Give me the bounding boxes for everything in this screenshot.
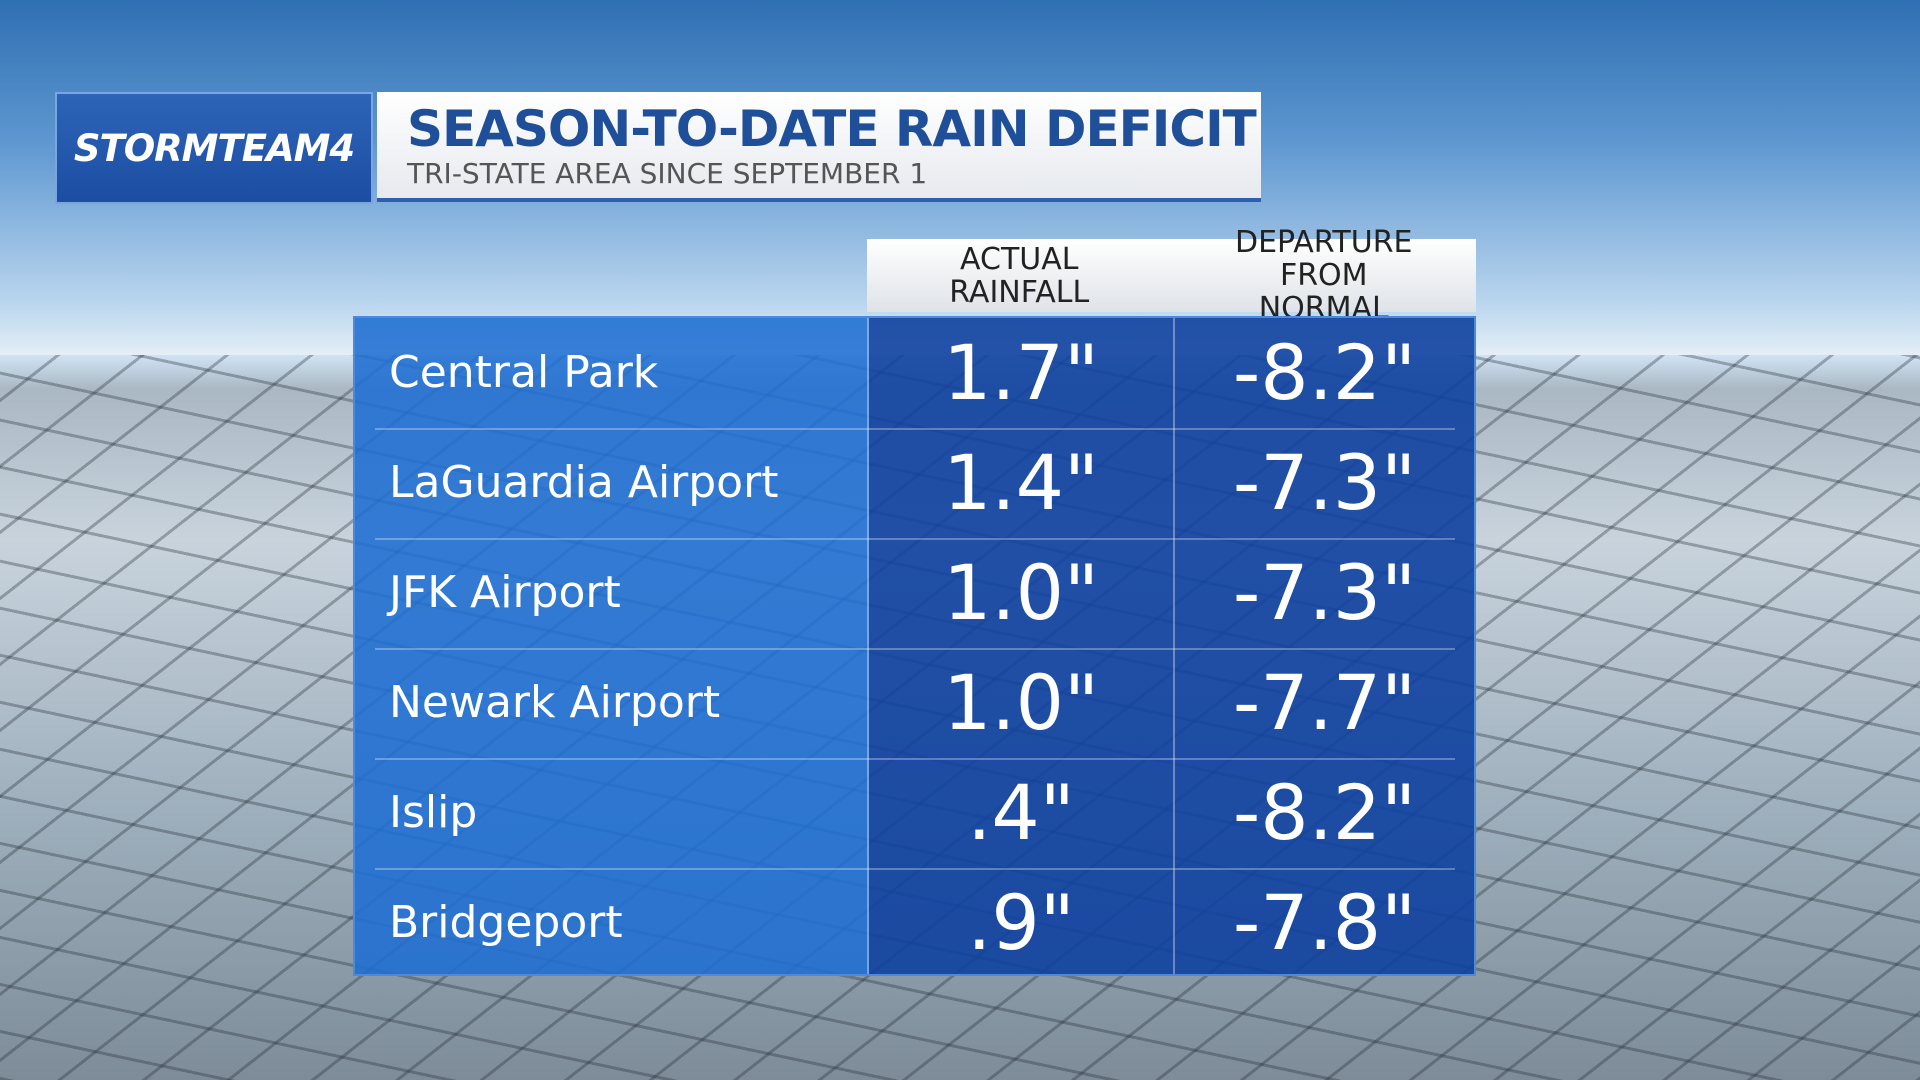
column-label: DEPARTURE FROM NORMAL xyxy=(1235,225,1413,326)
row-separator xyxy=(375,538,1455,540)
departure: -7.8" xyxy=(1232,878,1417,967)
departure: -7.3" xyxy=(1232,438,1417,527)
location: Islip xyxy=(389,787,478,838)
location: LaGuardia Airport xyxy=(389,457,779,508)
location: Newark Airport xyxy=(389,677,721,728)
table-row: Central Park 1.7" -8.2" xyxy=(355,318,1474,428)
table-row: Islip .4" -8.2" xyxy=(355,758,1474,868)
actual-rainfall: 1.4" xyxy=(943,438,1099,527)
divider xyxy=(1173,318,1175,974)
actual-rainfall: .9" xyxy=(967,878,1075,967)
actual-rainfall: 1.0" xyxy=(943,658,1099,747)
column-label: ACTUAL RAINFALL xyxy=(949,241,1090,310)
row-separator xyxy=(375,648,1455,650)
departure: -8.2" xyxy=(1232,328,1417,417)
subtitle: TRI-STATE AREA SINCE SEPTEMBER 1 xyxy=(407,157,928,190)
table: Central Park 1.7" -8.2" LaGuardia Airport 1.… xyxy=(353,316,1476,976)
title-box: SEASON-TO-DATE RAIN DEFICIT TRI-STATE AR… xyxy=(377,92,1261,202)
divider xyxy=(867,318,869,974)
table-row: Newark Airport 1.0" -7.7" xyxy=(355,648,1474,758)
title: SEASON-TO-DATE RAIN DEFICIT xyxy=(407,100,1257,158)
departure: -7.7" xyxy=(1232,658,1417,747)
departure: -8.2" xyxy=(1232,768,1417,857)
location: Bridgeport xyxy=(389,897,623,948)
actual-rainfall: 1.0" xyxy=(943,548,1099,637)
location: Central Park xyxy=(389,347,659,398)
location: JFK Airport xyxy=(389,567,621,618)
logo: STORMTEAM4 xyxy=(55,92,373,204)
column-header: ACTUAL RAINFALL DEPARTURE FROM NORMAL xyxy=(867,225,1476,326)
row-separator xyxy=(375,428,1455,430)
row-separator xyxy=(375,758,1455,760)
table-row: JFK Airport 1.0" -7.3" xyxy=(355,538,1474,648)
table-row: LaGuardia Airport 1.4" -7.3" xyxy=(355,428,1474,538)
row-separator xyxy=(375,868,1455,870)
actual-rainfall: .4" xyxy=(967,768,1075,857)
actual-rainfall: 1.7" xyxy=(943,328,1099,417)
departure: -7.3" xyxy=(1232,548,1417,637)
table-row: Bridgeport .9" -7.8" xyxy=(355,868,1474,978)
